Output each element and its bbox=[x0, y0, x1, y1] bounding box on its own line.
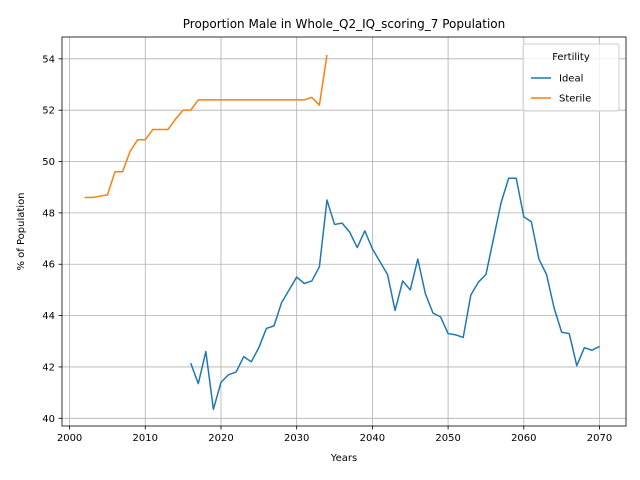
series-layer bbox=[84, 54, 600, 411]
y-tick-label: 52 bbox=[42, 106, 55, 117]
legend-label-sterile: Sterile bbox=[559, 94, 591, 105]
y-tick-label: 50 bbox=[42, 157, 55, 168]
legend-label-ideal: Ideal bbox=[559, 74, 583, 85]
series-line-sterile bbox=[84, 54, 328, 199]
chart-title: Proportion Male in Whole_Q2_IQ_scoring_7… bbox=[183, 17, 506, 31]
x-tick-label: 2070 bbox=[587, 433, 612, 444]
legend-box bbox=[522, 43, 620, 112]
y-tick-label: 40 bbox=[42, 414, 55, 425]
y-tick-label: 54 bbox=[42, 54, 55, 65]
x-tick-label: 2050 bbox=[435, 433, 460, 444]
x-axis-label: Years bbox=[330, 453, 357, 464]
axis-ticks: 2000 2010 2020 2030 2040 2050 2060 2070 40 42 44 46… bbox=[42, 54, 612, 444]
y-tick-label: 48 bbox=[42, 208, 55, 219]
y-axis-label: % of Population bbox=[16, 192, 27, 270]
legend-title: Fertility bbox=[552, 52, 590, 63]
x-tick-label: 2060 bbox=[511, 433, 536, 444]
x-tick-label: 2020 bbox=[208, 433, 233, 444]
plot-frame bbox=[61, 36, 627, 427]
legend: Fertility Ideal Sterile bbox=[522, 43, 620, 112]
x-tick-label: 2040 bbox=[360, 433, 385, 444]
series-line-ideal bbox=[189, 177, 600, 411]
x-tick-label: 2010 bbox=[133, 433, 158, 444]
x-tick-label: 2030 bbox=[284, 433, 309, 444]
y-tick-label: 44 bbox=[42, 311, 55, 322]
x-tick-label: 2000 bbox=[57, 433, 82, 444]
y-tick-label: 42 bbox=[42, 362, 55, 373]
y-tick-label: 46 bbox=[42, 260, 55, 271]
